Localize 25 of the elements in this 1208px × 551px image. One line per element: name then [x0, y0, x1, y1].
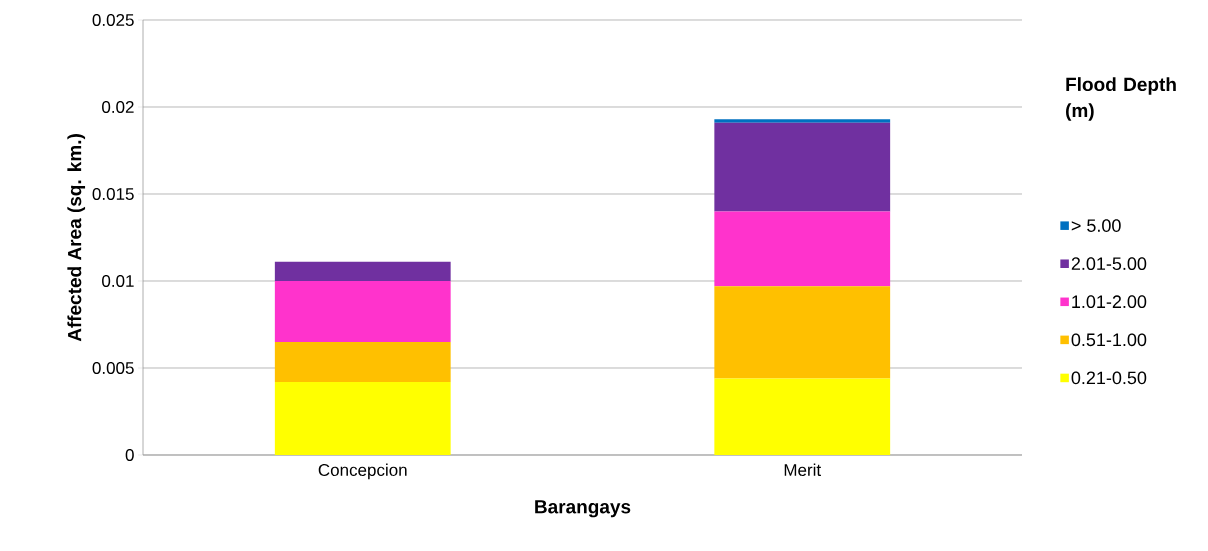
legend-label: 2.01-5.00: [1071, 257, 1147, 271]
y-tick-label: 0.025: [92, 13, 134, 27]
y-tick-label: 0.005: [92, 361, 134, 375]
y-tick-label: 0.01: [102, 274, 134, 288]
x-axis-title: Barangays: [535, 500, 631, 518]
legend-label: 0.21-0.50: [1071, 371, 1147, 385]
bar: [714, 378, 891, 455]
y-tick-label: 0.02: [102, 100, 134, 114]
legend-title: Flood Depth (m): [1066, 77, 1176, 121]
y-axis-title: Affected Area (sq. km.): [67, 134, 86, 342]
bar: [274, 341, 451, 382]
bar: [274, 261, 451, 281]
bar: [714, 211, 891, 287]
bar: [274, 280, 451, 342]
legend-label: > 5.00: [1071, 219, 1121, 232]
bar: [714, 286, 891, 379]
legend-label: 0.51-1.00: [1071, 333, 1147, 347]
x-tick-label: Concepcion: [318, 463, 407, 480]
bar: [714, 122, 891, 212]
y-tick-label: 0.015: [92, 187, 134, 201]
x-tick-label: Merit: [784, 463, 822, 477]
bar: [714, 119, 891, 123]
bar: [274, 381, 451, 455]
legend-label: 1.01-2.00: [1072, 295, 1147, 309]
y-tick-label: 0: [125, 448, 134, 462]
